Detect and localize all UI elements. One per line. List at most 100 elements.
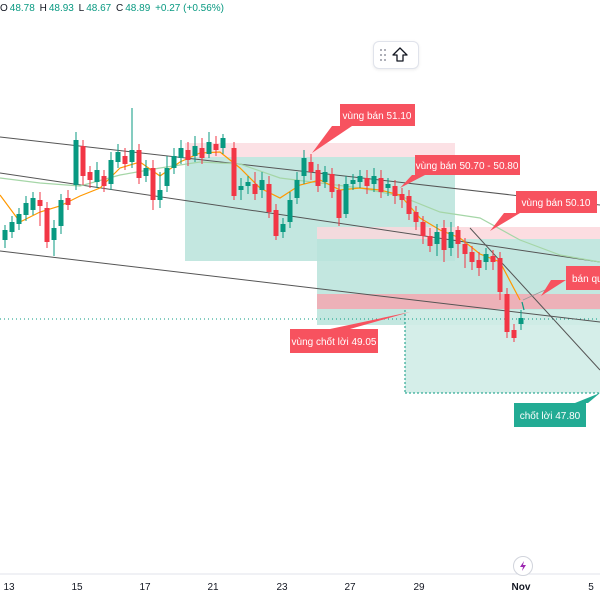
candles-layer (2, 108, 524, 342)
open-value: 48.78 (9, 3, 35, 14)
callout-sell-5070[interactable]: vùng bán 50.70 - 50.80 (400, 155, 520, 188)
candle-body (171, 156, 177, 168)
lightning-icon (520, 561, 526, 571)
high-value: 48.93 (48, 3, 74, 14)
pointer (521, 301, 525, 311)
high-key: H (39, 3, 47, 14)
candle-body (87, 172, 93, 180)
candle-body (427, 236, 433, 246)
candle-body (266, 184, 272, 212)
candle-body (364, 178, 370, 186)
candle-body (273, 210, 279, 236)
x-tick-27: 27 (344, 582, 356, 593)
change-value: +0.27 (+0.56%) (155, 3, 224, 14)
callout-tp-4905-text: vùng chốt lời 49.05 (292, 336, 377, 348)
candle-body (2, 230, 8, 240)
close-value: 48.89 (125, 3, 151, 14)
x-tick-29: 29 (413, 582, 425, 593)
candle-body (94, 170, 100, 182)
candle-body (308, 162, 314, 172)
candle-body (129, 150, 135, 162)
up-arrow-button[interactable] (388, 44, 412, 66)
candle-body (185, 150, 191, 160)
candle-body (294, 180, 300, 198)
candle-body (434, 232, 440, 244)
candle-body (23, 203, 29, 215)
candle-body (213, 144, 219, 150)
candle-body (406, 196, 412, 214)
candle-body (343, 184, 349, 214)
candle-body (336, 190, 342, 218)
close-key: C (116, 3, 124, 14)
drag-handle-icon[interactable] (378, 47, 388, 63)
candle-body (280, 224, 286, 232)
callout-tp-4780-text: chốt lời 47.80 (520, 410, 581, 422)
candle-body (378, 178, 384, 192)
callout-sell-50[interactable]: vùng bán 50.10 (490, 191, 597, 231)
candle-body (108, 160, 114, 184)
candle-body (178, 148, 184, 158)
candle-body (497, 258, 503, 292)
ohlc-readout: O 48.78 H 48.93 L 48.67 C 48.89 +0.27 (+0.56… (0, 3, 226, 14)
candle-body (9, 222, 15, 232)
annotation-pointers (521, 289, 546, 311)
candle-body (150, 168, 156, 200)
candle-body (315, 170, 321, 186)
candle-body (136, 150, 142, 178)
candle-body (80, 146, 86, 176)
x-tick-5: 5 (588, 582, 594, 593)
forecast-line (469, 227, 600, 371)
callout-sell-5070-text: vùng bán 50.70 - 50.80 (416, 161, 519, 172)
callout-sell-51[interactable]: vùng bán 51.10 (312, 104, 415, 153)
candle-body (164, 168, 170, 186)
x-tick-nov: Nov (512, 582, 531, 593)
candle-body (259, 180, 265, 190)
x-tick-21: 21 (207, 582, 219, 593)
candle-body (462, 244, 468, 254)
zone-red-low (317, 294, 600, 309)
candle-body (301, 158, 307, 176)
candle-body (490, 256, 496, 262)
candle-body (16, 214, 22, 224)
callout-tp-4905[interactable]: vùng chốt lời 49.05 (290, 312, 410, 353)
x-tick-17: 17 (139, 582, 151, 593)
candle-body (238, 186, 244, 190)
candle-body (399, 194, 405, 200)
candle-body (476, 260, 482, 268)
candle-body (245, 182, 251, 186)
candle-body (30, 198, 36, 210)
candle-body (220, 138, 226, 148)
candle-body (73, 140, 79, 185)
x-tick-23: 23 (276, 582, 288, 593)
candle-body (420, 222, 426, 236)
candle-body (483, 254, 489, 262)
candle-body (350, 180, 356, 184)
candle-body (413, 212, 419, 222)
candle-body (357, 176, 363, 182)
candle-body (51, 228, 57, 240)
x-tick-13: 13 (3, 582, 15, 593)
candle-body (448, 232, 454, 248)
floating-toolbar[interactable] (373, 41, 419, 69)
candle-body (392, 186, 398, 196)
pointer (522, 289, 546, 301)
candle-body (329, 174, 335, 192)
candle-body (37, 200, 43, 206)
candle-body (206, 142, 212, 154)
zone-green-bottom (405, 310, 600, 393)
callout-sell-right[interactable]: bán qua (541, 266, 600, 296)
replay-flash-button[interactable] (513, 556, 533, 576)
candle-body (504, 294, 510, 332)
candle-body (157, 190, 163, 200)
candle-body (115, 152, 121, 162)
candle-body (101, 176, 107, 186)
arrow-up-outline-icon (392, 47, 408, 62)
candle-body (371, 176, 377, 184)
callout-tp-4780[interactable]: chốt lời 47.80 (514, 393, 600, 427)
candle-body (44, 208, 50, 242)
trend-lower (0, 250, 600, 323)
callout-sell-50-text: vùng bán 50.10 (522, 198, 591, 209)
trend-upper (0, 136, 600, 206)
candle-body (455, 230, 461, 244)
